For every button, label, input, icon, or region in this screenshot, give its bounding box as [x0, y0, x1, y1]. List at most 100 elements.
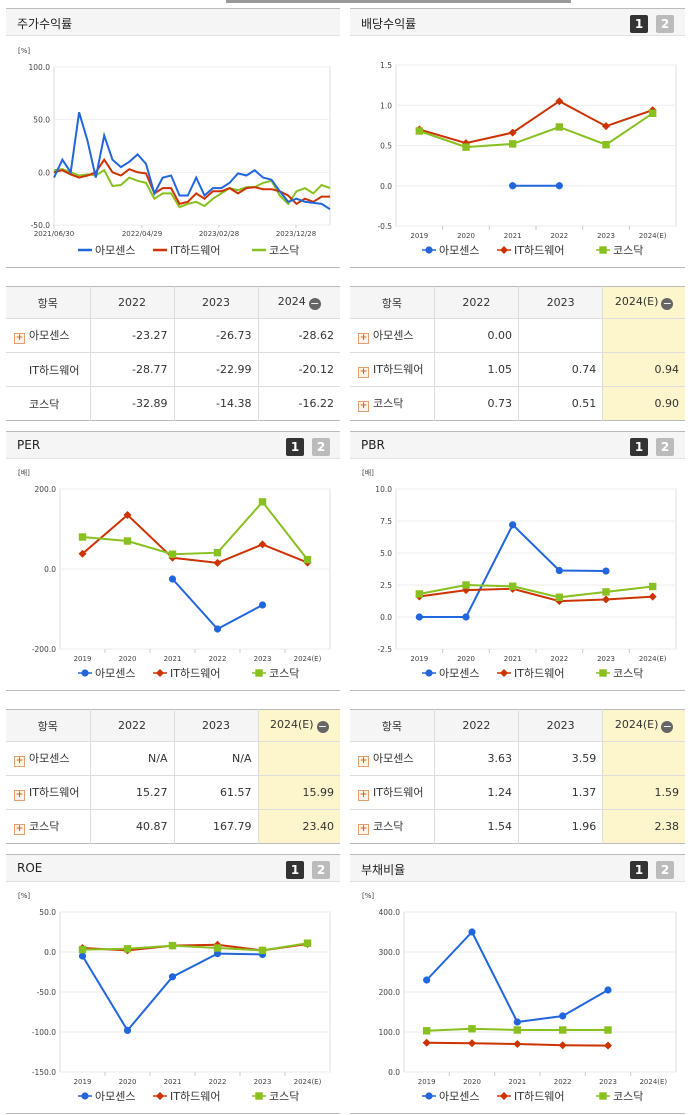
expand-icon[interactable]: +: [358, 367, 369, 378]
button-1[interactable]: 1: [630, 438, 648, 456]
expand-icon[interactable]: +: [14, 333, 25, 344]
y-tick-label: -50.0: [31, 221, 51, 230]
collapse-icon[interactable]: −: [308, 297, 321, 310]
table-row: + IT하드웨어 1.05 0.74 0.94: [350, 352, 685, 387]
expand-icon[interactable]: +: [358, 790, 369, 801]
expand-icon[interactable]: +: [358, 333, 369, 344]
data-point: [258, 540, 267, 549]
button-2[interactable]: 2: [656, 861, 674, 879]
column-header: 2023: [517, 709, 603, 742]
data-point: [508, 140, 517, 148]
column-header: 2024(E) −: [602, 286, 685, 319]
value-cell: 167.79: [173, 809, 258, 844]
button-1[interactable]: 1: [630, 861, 648, 879]
column-header-label: 2023: [202, 719, 230, 732]
data-point: [648, 592, 657, 601]
data-point: [78, 952, 87, 960]
series-line-amosense: [425, 930, 609, 1024]
column-header-label: 2022: [462, 296, 491, 309]
row-name-cell: + 아모센스: [6, 741, 90, 776]
data-point: [213, 944, 222, 952]
button-2[interactable]: 2: [656, 438, 674, 456]
value-cell: [517, 318, 603, 353]
data-point: [604, 986, 612, 994]
expand-icon[interactable]: +: [14, 790, 25, 801]
x-tick-label: 2022: [209, 1078, 227, 1086]
data-point: [425, 1092, 433, 1100]
expand-icon[interactable]: +: [14, 756, 25, 767]
stock-return-panel: 주가수익률 [%] 100.0 50.0 0.0 -50.0 2021/06/30 2022…: [6, 8, 340, 268]
data-point: [258, 601, 267, 609]
data-point: [422, 1027, 431, 1035]
button-1[interactable]: 1: [286, 861, 304, 879]
value-cell: -28.77: [89, 352, 174, 387]
unit-label: [배]: [18, 468, 30, 477]
collapse-icon[interactable]: −: [316, 720, 329, 733]
row-name: IT하드웨어: [373, 363, 424, 376]
data-point: [500, 1092, 508, 1100]
data-point: [509, 521, 517, 529]
y-tick-label: 400.0: [379, 908, 401, 917]
x-tick-label: 2021: [164, 655, 182, 663]
value-cell: 2.38: [602, 809, 685, 844]
data-point: [213, 558, 222, 567]
column-header-label: 2024(E): [614, 718, 659, 731]
unit-label: [%]: [362, 892, 374, 900]
y-tick-label: 5.0: [380, 549, 392, 558]
row-name: 아모센스: [373, 752, 414, 765]
value-cell: 61.57: [173, 775, 258, 810]
legend-label: 코스닥: [613, 1090, 643, 1103]
data-point: [558, 1041, 567, 1050]
button-1[interactable]: 1: [286, 438, 304, 456]
x-tick-label: 2024(E): [639, 232, 667, 240]
expand-icon[interactable]: +: [358, 401, 369, 412]
data-point: [509, 182, 517, 190]
data-point: [168, 575, 177, 583]
x-tick-label: 2020: [457, 232, 475, 240]
data-point: [415, 613, 423, 621]
data-point: [415, 127, 424, 135]
button-2[interactable]: 2: [312, 438, 330, 456]
button-2[interactable]: 2: [312, 861, 330, 879]
table-row: + 코스닥 1.54 1.96 2.38: [350, 809, 685, 844]
row-name-cell: + IT하드웨어: [350, 352, 435, 387]
value-cell: 15.99: [257, 775, 340, 810]
x-tick-label: 2020: [457, 655, 475, 663]
collapse-icon[interactable]: −: [661, 720, 674, 733]
series-line-ithw: [81, 513, 308, 564]
y-tick-label: -100.0: [32, 1028, 56, 1037]
data-point: [555, 182, 563, 190]
panel-header: 배당수익률 1 2: [350, 9, 685, 36]
y-tick-label: 0.0: [44, 565, 56, 574]
expand-icon[interactable]: +: [358, 824, 369, 835]
expand-icon[interactable]: +: [14, 824, 25, 835]
button-1[interactable]: 1: [630, 15, 648, 33]
y-tick-label: -150.0: [32, 1068, 56, 1077]
unit-label: [%]: [18, 892, 30, 900]
collapse-icon[interactable]: −: [661, 297, 674, 310]
data-point: [258, 498, 267, 506]
data-point: [303, 555, 312, 564]
stock-return-table: 항목 2022 2023 2024− + 아모센스 -23.27 -26.73 -28.62 IT…: [6, 286, 340, 421]
row-name: IT하드웨어: [29, 786, 80, 799]
value-cell: -23.27: [89, 318, 174, 353]
data-point: [558, 1026, 567, 1034]
data-point: [599, 669, 607, 677]
legend-label: IT하드웨어: [514, 243, 564, 257]
data-point: [213, 548, 222, 557]
data-point: [168, 973, 177, 981]
legend-label: 아모센스: [439, 667, 479, 680]
legend-label: IT하드웨어: [514, 666, 564, 680]
table-row: + 아모센스 -23.27 -26.73 -28.62: [6, 318, 340, 353]
x-tick-label: 2021: [164, 1078, 182, 1086]
button-2[interactable]: 2: [656, 15, 674, 33]
x-tick-label: 2019: [410, 232, 428, 240]
series-line-kosdaq: [418, 112, 654, 149]
data-point: [513, 1026, 522, 1034]
expand-icon[interactable]: +: [358, 756, 369, 767]
data-point: [255, 1092, 263, 1100]
value-cell: 0.94: [602, 352, 685, 387]
data-point: [422, 1038, 431, 1047]
data-point: [602, 588, 610, 596]
column-header-label: 2022: [118, 719, 146, 732]
